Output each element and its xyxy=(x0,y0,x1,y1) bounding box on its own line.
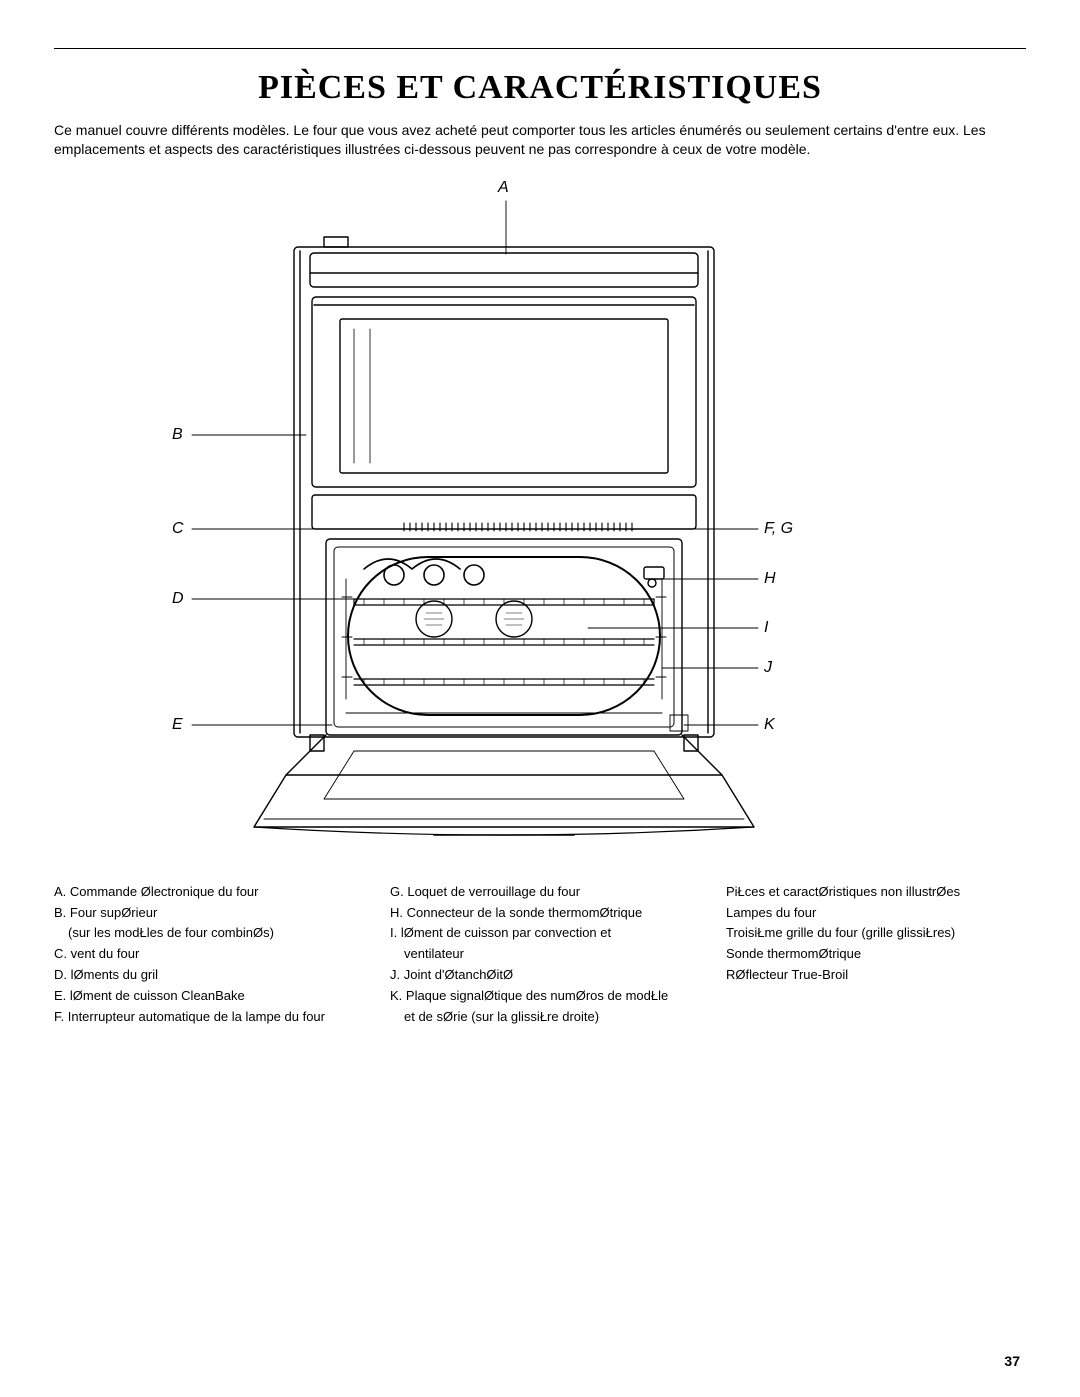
legend-f: F. Interrupteur automatique de la lampe … xyxy=(54,1008,354,1027)
callout-h: H xyxy=(764,570,776,588)
legend-h: H. Connecteur de la sonde thermomØtrique xyxy=(390,904,690,923)
legend3-l2: TroisiŁme grille du four (grille glissiŁ… xyxy=(726,924,1026,943)
callout-fg: F, G xyxy=(764,520,793,538)
legend-i-sub: ventilateur xyxy=(390,945,690,964)
oven-diagram: A B C D E F, G H I J K xyxy=(54,179,1026,859)
legend-j: J. Joint d'ØtanchØitØ xyxy=(390,966,690,985)
legend-d: D. lØments du gril xyxy=(54,966,354,985)
oven-svg xyxy=(54,179,1026,859)
legend-b: B. Four supØrieur xyxy=(54,904,354,923)
legend-i: I. lØment de cuisson par convection et xyxy=(390,924,690,943)
callout-k: K xyxy=(764,716,775,734)
legend3-header: PiŁces et caractØristiques non illustrØe… xyxy=(726,883,1026,902)
legend-col-1: A. Commande Ølectronique du four B. Four… xyxy=(54,883,354,1029)
page-number: 37 xyxy=(1004,1353,1020,1369)
callout-j: J xyxy=(764,659,772,677)
page-title: PIÈCES ET CARACTÉRISTIQUES xyxy=(54,69,1026,107)
manual-page: PIÈCES ET CARACTÉRISTIQUES Ce manuel cou… xyxy=(0,0,1080,1397)
legend-c: C. vent du four xyxy=(54,945,354,964)
intro-paragraph: Ce manuel couvre différents modèles. Le … xyxy=(54,121,1026,159)
callout-b: B xyxy=(172,426,183,444)
callout-e: E xyxy=(172,716,183,734)
legend-col-3: PiŁces et caractØristiques non illustrØe… xyxy=(726,883,1026,1029)
legend-b-sub: (sur les modŁles de four combinØs) xyxy=(54,924,354,943)
legend3-l1: Lampes du four xyxy=(726,904,1026,923)
legend-k: K. Plaque signalØtique des numØros de mo… xyxy=(390,987,690,1006)
top-rule xyxy=(54,48,1026,49)
legend-g: G. Loquet de verrouillage du four xyxy=(390,883,690,902)
legend-k-sub: et de sØrie (sur la glissiŁre droite) xyxy=(390,1008,690,1027)
callout-d: D xyxy=(172,590,184,608)
callout-c: C xyxy=(172,520,184,538)
legend-col-2: G. Loquet de verrouillage du four H. Con… xyxy=(390,883,690,1029)
callout-i: I xyxy=(764,619,768,637)
legend-e: E. lØment de cuisson CleanBake xyxy=(54,987,354,1006)
legend-a: A. Commande Ølectronique du four xyxy=(54,883,354,902)
legend: A. Commande Ølectronique du four B. Four… xyxy=(54,883,1026,1029)
legend3-l3: Sonde thermomØtrique xyxy=(726,945,1026,964)
callout-a: A xyxy=(498,179,509,197)
legend3-l4: RØflecteur True-Broil xyxy=(726,966,1026,985)
